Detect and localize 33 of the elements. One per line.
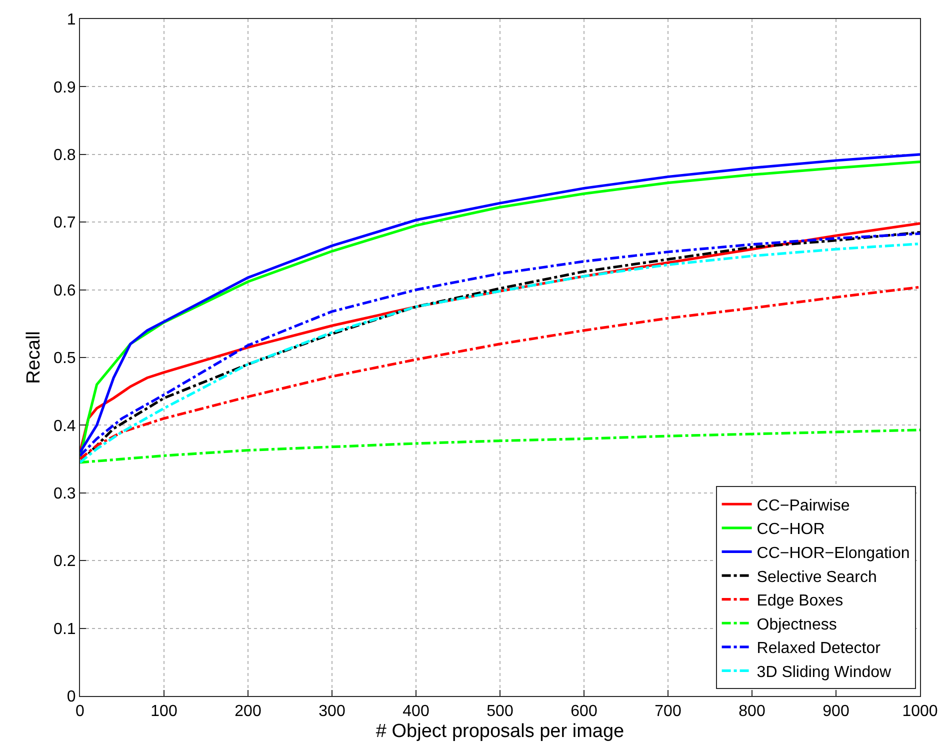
legend-label: CC−HOR−Elongation bbox=[756, 544, 910, 562]
x-tick-label: 900 bbox=[822, 703, 850, 720]
legend-label: CC−Pairwise bbox=[756, 497, 850, 514]
y-tick-label: 0.7 bbox=[54, 214, 76, 232]
y-tick-label: 1 bbox=[66, 12, 76, 29]
y-axis-title: Recall bbox=[23, 331, 44, 384]
legend-label: Selective Search bbox=[756, 568, 877, 586]
x-axis-title: # Object proposals per image bbox=[376, 721, 624, 742]
y-tick-label: 0 bbox=[66, 688, 76, 706]
legend-label: Edge Boxes bbox=[756, 592, 844, 610]
y-tick-label: 0.3 bbox=[54, 486, 76, 502]
legend-label: Objectness bbox=[756, 616, 837, 634]
legend-label: 3D Sliding Window bbox=[756, 664, 892, 681]
x-tick-label: 100 bbox=[150, 703, 178, 720]
y-tick-label: 0.6 bbox=[54, 282, 76, 300]
y-tick-label: 0.9 bbox=[54, 79, 76, 96]
y-tick-label: 0.4 bbox=[54, 418, 76, 435]
x-tick-label: 300 bbox=[318, 703, 346, 720]
x-tick-label: 800 bbox=[738, 703, 766, 720]
x-tick-label: 600 bbox=[570, 703, 598, 720]
y-tick-label: 0.5 bbox=[54, 350, 76, 368]
x-tick-label: 1000 bbox=[902, 703, 938, 720]
y-tick-label: 0.1 bbox=[54, 620, 76, 638]
y-tick-label: 0.8 bbox=[54, 147, 76, 164]
x-tick-label: 700 bbox=[654, 703, 682, 720]
line-series bbox=[80, 286, 920, 460]
y-tick-label: 0.2 bbox=[54, 553, 76, 570]
line-series bbox=[80, 428, 920, 464]
x-tick-label: 400 bbox=[402, 703, 430, 720]
x-tick-label: 500 bbox=[486, 703, 514, 720]
legend-label: CC−HOR bbox=[756, 521, 825, 538]
x-tick-label: 200 bbox=[234, 703, 262, 720]
legend-label: Relaxed Detector bbox=[756, 640, 882, 658]
